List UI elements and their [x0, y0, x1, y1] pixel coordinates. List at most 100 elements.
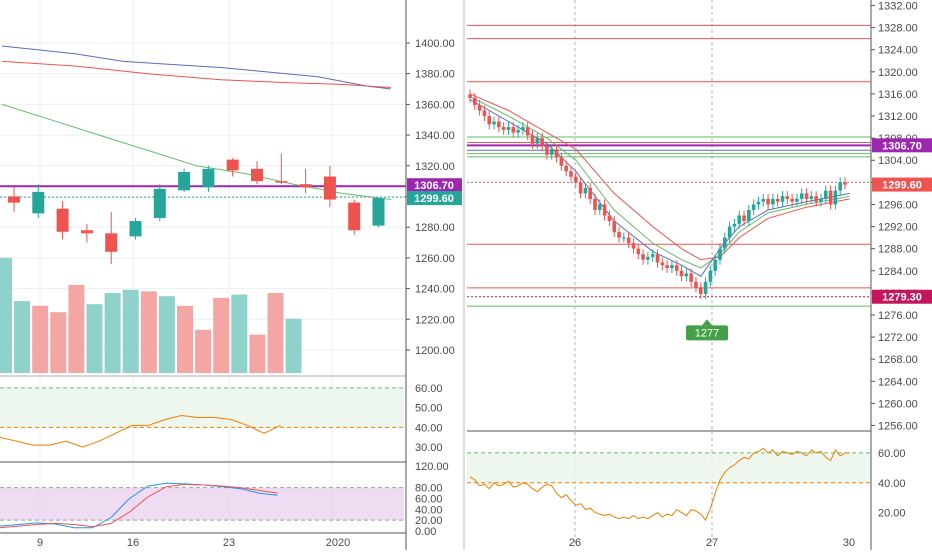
candle-body [583, 187, 588, 194]
x-tick-label: 27 [706, 537, 718, 549]
y-tick-label: 1260.00 [415, 253, 455, 265]
candle-body [588, 187, 592, 199]
price-label-box [872, 138, 932, 153]
candle-body [559, 157, 564, 166]
candle-body [468, 94, 472, 98]
candle-body [684, 273, 689, 277]
price-label-box [407, 178, 462, 193]
x-tick-label: 23 [223, 537, 235, 549]
candle-body [516, 129, 520, 133]
candle-body [153, 188, 166, 218]
candle-body [612, 221, 617, 233]
candle-body [838, 182, 842, 191]
candle-body [689, 273, 693, 282]
candle-body [129, 221, 142, 237]
candle-body [713, 259, 717, 271]
stoch-d-line [0, 483, 278, 529]
candle-body [497, 121, 501, 128]
candle-body [780, 196, 785, 202]
volume-bar [122, 289, 139, 373]
candle-body [593, 198, 597, 210]
volume-bar [86, 304, 103, 373]
price-label-box [407, 191, 462, 206]
rsi-tick-label: 50.00 [415, 403, 443, 415]
candle-body [323, 176, 336, 200]
rsi-tick-label: 20.00 [878, 508, 906, 520]
ma-line-blue [469, 99, 850, 277]
candle-body [473, 97, 477, 105]
volume-bar [195, 329, 212, 373]
y-tick-label: 1296.00 [878, 199, 918, 211]
candle-body [549, 149, 554, 155]
volume-bar [50, 312, 67, 373]
candle-body [679, 270, 684, 277]
candle-body [694, 281, 698, 288]
y-tick-label: 1320.00 [878, 67, 918, 79]
volume-bar [14, 301, 31, 373]
stoch-tick-label: 60.00 [415, 494, 443, 506]
stoch-tick-label: 120.00 [415, 461, 449, 473]
y-tick-label: 1400.00 [415, 38, 455, 50]
candle-body [785, 196, 790, 199]
y-tick-label: 1332.00 [878, 1, 918, 13]
price-label-text: 1306.70 [882, 140, 922, 152]
rsi-line [0, 414, 281, 448]
candle-body [8, 196, 20, 203]
rsi-band-fill [467, 452, 871, 483]
candle-body [573, 176, 578, 183]
candle-body [540, 138, 544, 147]
candle-body [521, 127, 525, 130]
y-tick-label: 1304.00 [878, 155, 918, 167]
y-tick-label: 1272.00 [878, 332, 918, 344]
candle-body [275, 181, 288, 183]
candle-body [525, 127, 530, 136]
candle-body [804, 193, 809, 199]
y-tick-label: 1200.00 [415, 345, 455, 357]
candle-body [372, 198, 385, 226]
x-tick-label: 2020 [326, 537, 350, 549]
rsi-band-fill [0, 387, 404, 428]
candle-body [80, 230, 93, 234]
candle-body [828, 190, 833, 205]
volume-bar [285, 318, 302, 373]
candle-body [602, 204, 607, 216]
y-tick-label: 1288.00 [878, 244, 918, 256]
candle-body [660, 262, 665, 266]
low-marker-arrow [702, 319, 712, 326]
rsi-tick-label: 40.00 [415, 422, 443, 434]
candle-body [698, 287, 703, 294]
y-tick-label: 1360.00 [415, 99, 455, 111]
candle-body [178, 171, 191, 191]
candle-body [598, 204, 602, 210]
candle-body [492, 121, 496, 125]
y-tick-label: 1256.00 [878, 420, 918, 432]
candle-body [775, 198, 780, 202]
band-fill-layer [0, 387, 871, 521]
volume-bar [32, 305, 49, 373]
candle-body [487, 116, 492, 125]
candle-body [631, 243, 636, 249]
price-label-text: 1306.70 [414, 180, 454, 192]
candle-body [622, 237, 626, 239]
candle-body [348, 202, 361, 231]
y-tick-label: 1280.00 [415, 222, 455, 234]
candle-body [823, 190, 828, 199]
volume-bar [68, 285, 85, 373]
x-tick-label: 26 [569, 537, 581, 549]
y-tick-label: 1264.00 [878, 376, 918, 388]
stoch-tick-label: 80.00 [415, 483, 443, 495]
candle-body [747, 209, 751, 222]
series-layer [0, 45, 850, 529]
y-tick-label: 1328.00 [878, 23, 918, 35]
x-tick-label: 9 [37, 537, 43, 549]
candle-body [105, 233, 118, 252]
candle-body [501, 127, 506, 130]
candle-body [535, 138, 540, 144]
price-label-text: 1279.30 [882, 292, 922, 304]
candle-body [646, 256, 650, 260]
low-marker-badge [686, 325, 728, 341]
candle-body [506, 127, 511, 130]
